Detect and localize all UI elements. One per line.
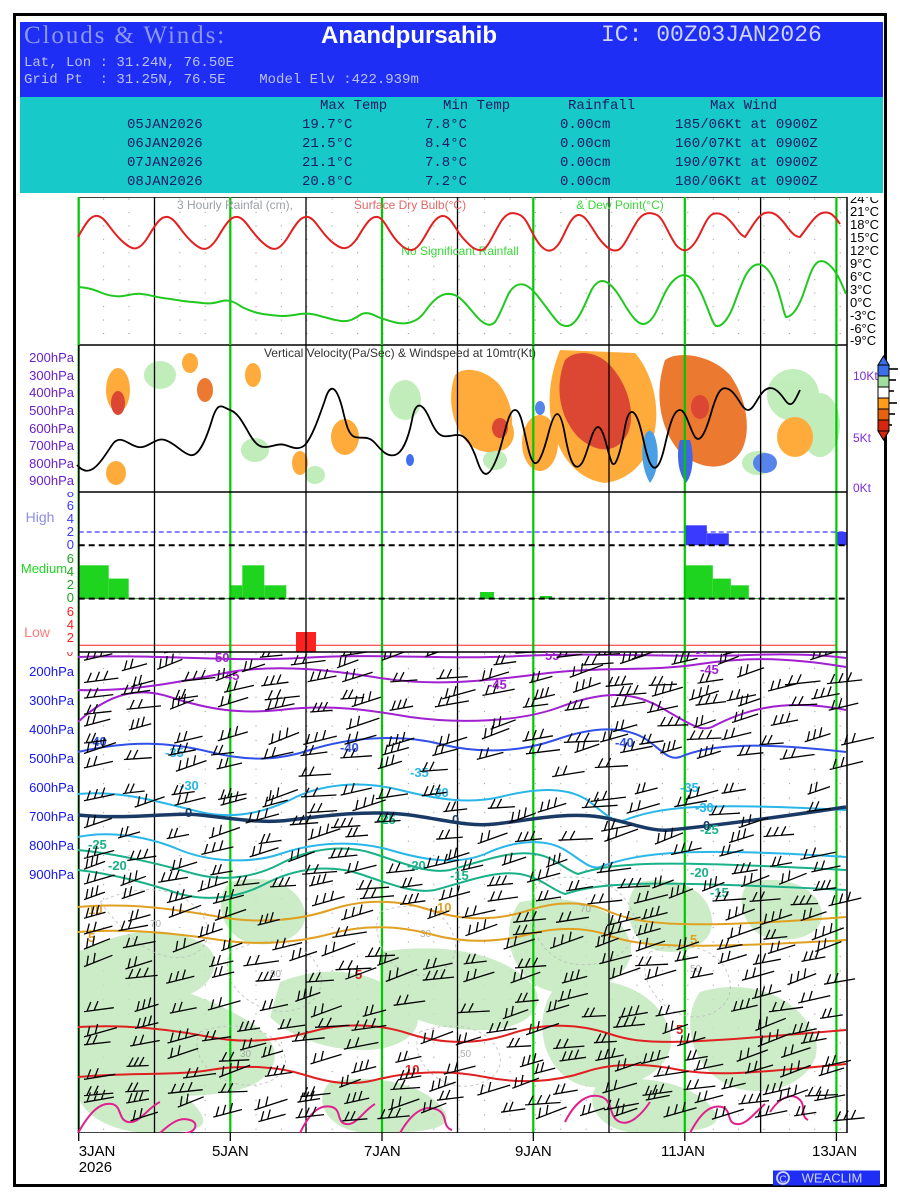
svg-text:Low: Low bbox=[24, 624, 51, 640]
svg-text:WEACLIM: WEACLIM bbox=[802, 1171, 863, 1186]
svg-text:500hPa: 500hPa bbox=[29, 751, 75, 766]
svg-text:2: 2 bbox=[67, 630, 74, 645]
svg-text:50: 50 bbox=[270, 969, 282, 980]
svg-text:5JAN: 5JAN bbox=[212, 1143, 249, 1160]
svg-text:0: 0 bbox=[452, 812, 459, 827]
svg-text:High: High bbox=[26, 509, 55, 525]
svg-text:-15: -15 bbox=[450, 868, 469, 883]
svg-text:2026: 2026 bbox=[79, 1159, 112, 1176]
svg-text:0: 0 bbox=[67, 537, 74, 552]
svg-text:400hPa: 400hPa bbox=[29, 722, 75, 737]
svg-text:700hPa: 700hPa bbox=[29, 438, 75, 453]
svg-text:300hPa: 300hPa bbox=[29, 368, 75, 383]
svg-text:30: 30 bbox=[240, 1049, 252, 1060]
svg-text:200hPa: 200hPa bbox=[29, 664, 75, 679]
svg-text:-50: -50 bbox=[690, 652, 709, 657]
svg-text:-20: -20 bbox=[690, 865, 709, 880]
svg-text:3JAN: 3JAN bbox=[79, 1143, 116, 1160]
svg-text:400hPa: 400hPa bbox=[29, 385, 75, 400]
svg-text:0: 0 bbox=[703, 818, 710, 833]
svg-text:600hPa: 600hPa bbox=[29, 421, 75, 436]
svg-text:800hPa: 800hPa bbox=[29, 456, 75, 471]
svg-text:& Dew Point(°C): & Dew Point(°C) bbox=[576, 198, 664, 212]
svg-text:50: 50 bbox=[460, 1049, 472, 1060]
svg-text:300hPa: 300hPa bbox=[29, 693, 75, 708]
svg-text:600hPa: 600hPa bbox=[29, 780, 75, 795]
svg-text:0: 0 bbox=[185, 805, 192, 820]
svg-text:200hPa: 200hPa bbox=[29, 350, 75, 365]
svg-text:3 Hourly Rainfal (cm),: 3 Hourly Rainfal (cm), bbox=[177, 198, 293, 212]
svg-text:-45: -45 bbox=[488, 677, 507, 692]
svg-text:-35: -35 bbox=[680, 780, 699, 795]
svg-text:5: 5 bbox=[676, 1022, 683, 1037]
svg-text:Vertical Velocity(Pa/Sec) & Wi: Vertical Velocity(Pa/Sec) & Windspeed at… bbox=[264, 346, 536, 360]
svg-text:-35: -35 bbox=[410, 765, 429, 780]
svg-text:Surface Dry Bulb(°C): Surface Dry Bulb(°C) bbox=[354, 198, 466, 212]
svg-text:11JAN: 11JAN bbox=[661, 1143, 705, 1160]
svg-text:10Kt: 10Kt bbox=[853, 369, 878, 383]
svg-text:Medium: Medium bbox=[21, 561, 67, 576]
svg-text:900hPa: 900hPa bbox=[29, 473, 75, 488]
svg-text:0: 0 bbox=[67, 652, 73, 659]
svg-text:900hPa: 900hPa bbox=[29, 867, 75, 882]
svg-text:-20: -20 bbox=[108, 858, 127, 873]
svg-text:13JAN: 13JAN bbox=[812, 1143, 857, 1160]
svg-text:5Kt: 5Kt bbox=[853, 431, 872, 445]
svg-text:0Kt: 0Kt bbox=[853, 481, 872, 492]
svg-text:700hPa: 700hPa bbox=[29, 809, 75, 824]
svg-text:-9°C: -9°C bbox=[850, 333, 876, 345]
svg-text:7JAN: 7JAN bbox=[364, 1143, 401, 1160]
svg-text:0: 0 bbox=[67, 590, 74, 605]
svg-text:9JAN: 9JAN bbox=[515, 1143, 552, 1160]
svg-text:C: C bbox=[779, 1175, 786, 1186]
svg-text:800hPa: 800hPa bbox=[29, 838, 75, 853]
svg-text:70: 70 bbox=[150, 919, 162, 930]
svg-text:500hPa: 500hPa bbox=[29, 403, 75, 418]
svg-text:50: 50 bbox=[215, 652, 229, 665]
svg-text:-25: -25 bbox=[88, 837, 107, 852]
